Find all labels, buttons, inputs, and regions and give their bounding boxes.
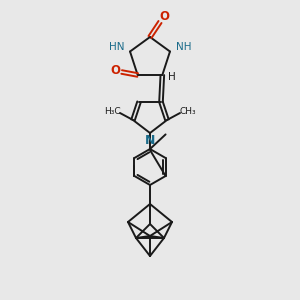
Text: NH: NH: [176, 41, 191, 52]
Text: H: H: [169, 72, 176, 82]
Text: H₃C: H₃C: [104, 107, 120, 116]
Text: O: O: [159, 11, 169, 23]
Text: CH₃: CH₃: [180, 107, 196, 116]
Text: N: N: [145, 134, 155, 146]
Text: HN: HN: [109, 41, 124, 52]
Text: O: O: [111, 64, 121, 77]
